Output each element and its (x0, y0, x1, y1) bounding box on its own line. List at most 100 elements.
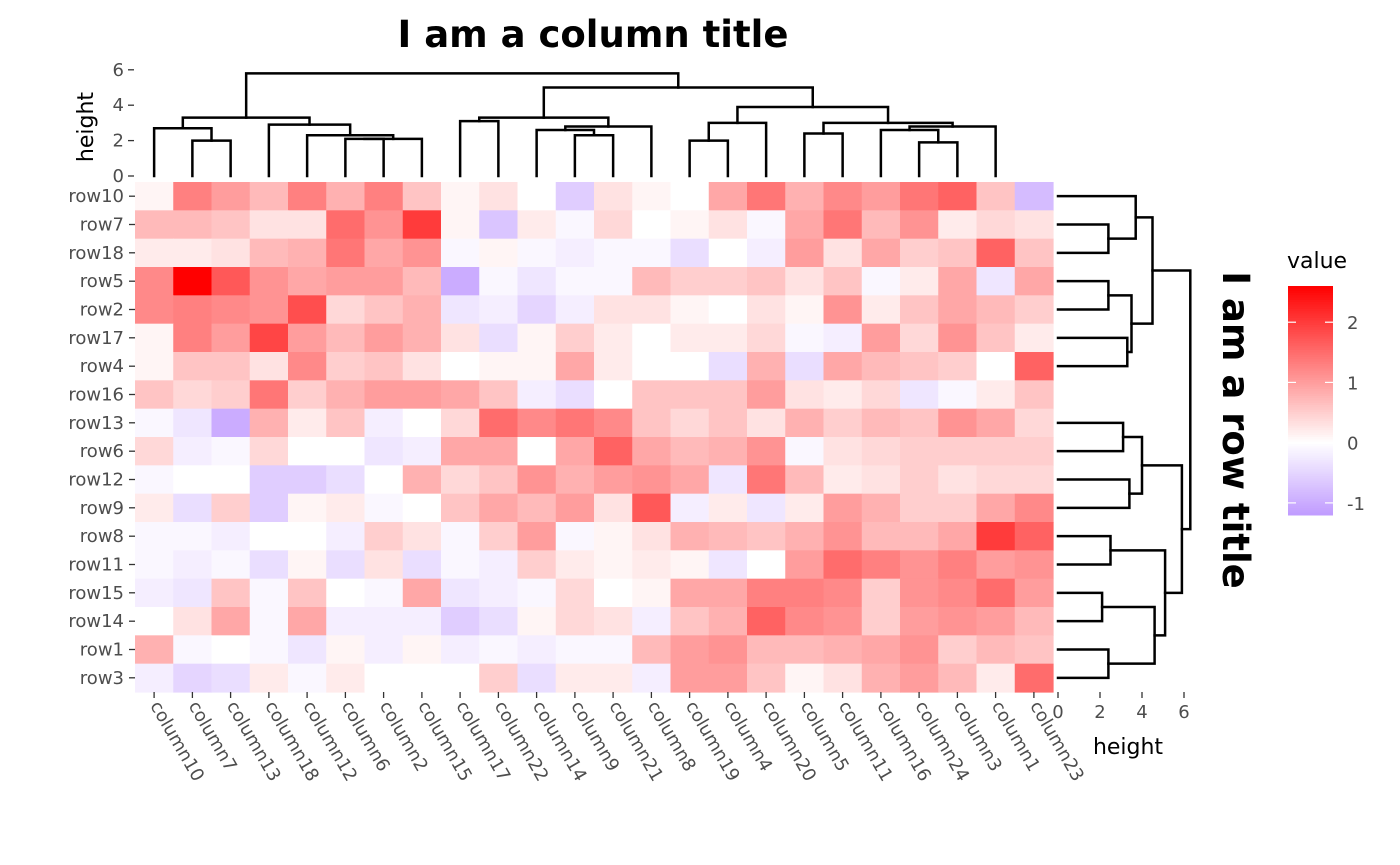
dendrogram-branch (1140, 464, 1184, 595)
row-title: I am a row title (1214, 271, 1257, 588)
heatmap-cell (594, 380, 633, 410)
heatmap-cell (594, 522, 633, 551)
heatmap-cell (517, 323, 557, 353)
legend-gradient-step (1288, 361, 1333, 365)
heatmap-cell (249, 323, 289, 353)
dendrogram-tick-label: 0 (113, 166, 124, 187)
heatmap-cell (708, 408, 748, 438)
row-label: row6 (80, 441, 124, 462)
heatmap-cell (173, 323, 213, 353)
heatmap-cell (900, 295, 939, 325)
heatmap-cell (211, 578, 251, 608)
heatmap-cell (249, 493, 289, 523)
legend-gradient-step (1288, 411, 1333, 415)
legend-gradient-step (1288, 450, 1333, 454)
row-label: row5 (80, 271, 124, 292)
legend-gradient-step (1288, 482, 1333, 486)
row-label: row15 (68, 583, 124, 604)
heatmap-cell (1014, 295, 1054, 325)
heatmap-cell (632, 607, 672, 636)
legend-gradient-step (1288, 345, 1333, 349)
heatmap-cell (402, 408, 442, 438)
heatmap-cell (708, 352, 748, 381)
heatmap-cell (249, 182, 289, 211)
heatmap-cell (441, 663, 480, 693)
heatmap-cell (976, 465, 1016, 495)
heatmap-cell (364, 380, 404, 410)
heatmap-cell (249, 352, 289, 381)
heatmap-cell (479, 267, 519, 296)
dendrogram-branch (1056, 194, 1137, 240)
heatmap-cell (479, 550, 519, 580)
heatmap-cell (326, 182, 366, 211)
heatmap-cell (708, 550, 748, 580)
heatmap-cell (173, 267, 213, 296)
heatmap-cell (670, 210, 710, 240)
legend-gradient-step (1288, 478, 1333, 482)
heatmap-cell (173, 635, 213, 665)
heatmap-cell (632, 550, 672, 580)
heatmap-cell (326, 238, 366, 268)
heatmap-cell (211, 607, 251, 636)
heatmap-cell (173, 550, 213, 580)
legend-gradient-step (1288, 423, 1333, 427)
legend-gradient-step (1288, 354, 1333, 358)
heatmap-cell (479, 352, 519, 381)
heatmap-cell (708, 380, 748, 410)
legend-gradient-step (1288, 324, 1333, 328)
heatmap-cell (594, 578, 633, 608)
heatmap-cell (670, 267, 710, 296)
row-label: row16 (68, 385, 124, 406)
heatmap-cell (441, 323, 480, 353)
heatmap-cell (402, 437, 442, 466)
heatmap-cell (861, 522, 901, 551)
heatmap-cell (249, 437, 289, 466)
heatmap-cell (173, 578, 213, 608)
heatmap-cell (211, 437, 251, 466)
legend-gradient-step (1288, 366, 1333, 369)
column-labels: column10column7column13column18column12c… (145, 692, 1088, 785)
heatmap-cell (402, 493, 442, 523)
legend-gradient-step (1288, 384, 1333, 388)
heatmap-cell (747, 607, 786, 636)
heatmap-cell (900, 210, 939, 240)
heatmap-cell (326, 408, 366, 438)
legend-gradient-step (1288, 393, 1333, 397)
heatmap-cell (976, 493, 1016, 523)
heatmap-cell (632, 210, 672, 240)
row-label: row10 (68, 186, 124, 207)
heatmap-cell (479, 210, 519, 240)
color-legend: value 2 1 0 -1 (1287, 249, 1365, 516)
heatmap-cell (364, 607, 404, 636)
heatmap-cell (708, 493, 748, 523)
heatmap-cell (708, 210, 748, 240)
heatmap-cell (135, 267, 174, 296)
heatmap-cell (632, 323, 672, 353)
heatmap-cell (823, 352, 863, 381)
dendrogram-branch (822, 121, 954, 135)
legend-gradient-step (1288, 402, 1333, 406)
row-dendrogram (1056, 194, 1192, 680)
heatmap-cell (708, 522, 748, 551)
heatmap-cell (823, 380, 863, 410)
heatmap-cell (211, 493, 251, 523)
heatmap-cell (823, 522, 863, 551)
heatmap-cell (1014, 522, 1054, 551)
heatmap-cell (670, 352, 710, 381)
heatmap-cell (326, 607, 366, 636)
heatmap-cell (785, 493, 825, 523)
row-label: row1 (80, 640, 124, 661)
row-label: row14 (68, 611, 124, 632)
heatmap-cell (1014, 607, 1054, 636)
heatmap-cell (976, 578, 1016, 608)
row-label: row13 (68, 413, 124, 434)
heatmap-cell (785, 663, 825, 693)
legend-gradient-step (1288, 434, 1333, 438)
heatmap-cell (402, 352, 442, 381)
heatmap-cell (135, 295, 174, 325)
heatmap-cell (785, 550, 825, 580)
legend-gradient-step (1288, 503, 1333, 507)
heatmap-cell (976, 437, 1016, 466)
heatmap-cell (594, 408, 633, 438)
heatmap-cell (900, 465, 939, 495)
